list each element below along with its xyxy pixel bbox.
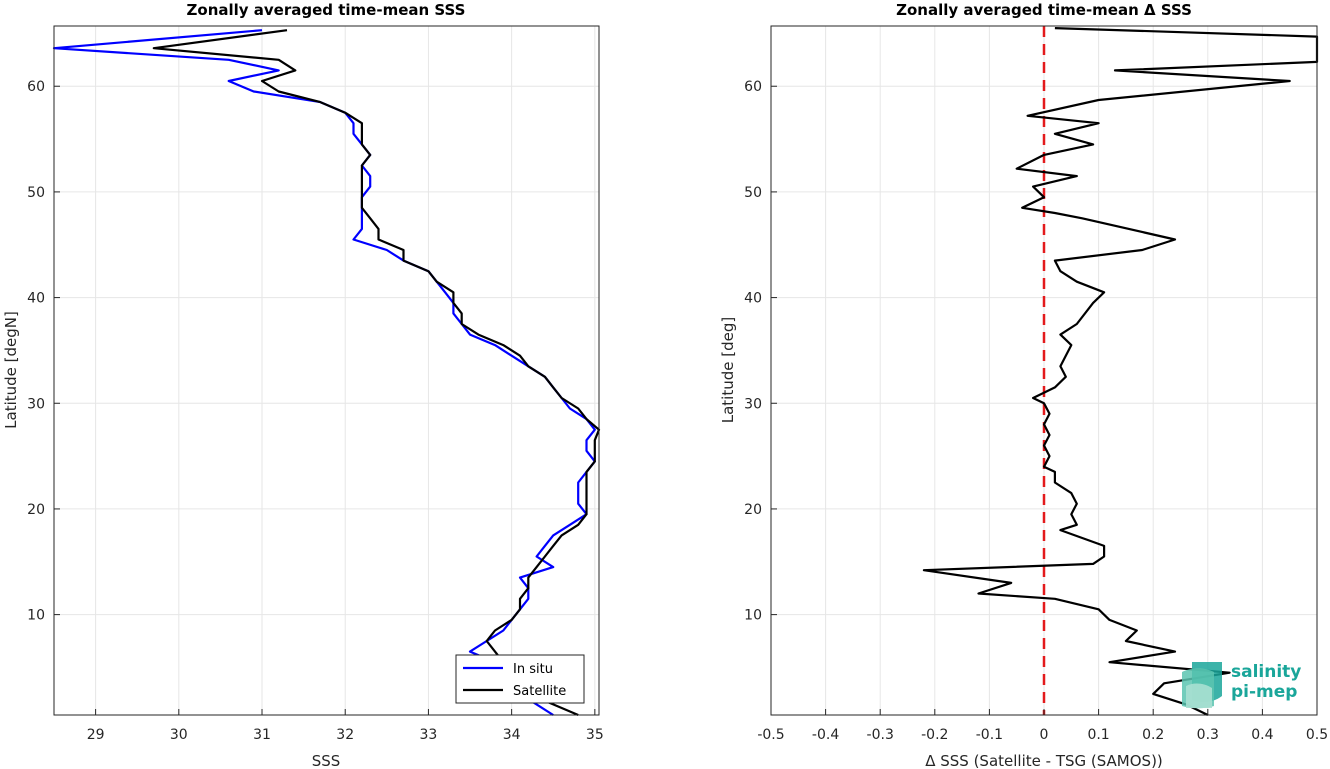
right-y-ticks: 10 20 30 40 50 60 <box>744 79 777 624</box>
x-tick-label: 35 <box>586 727 604 743</box>
x-tick-label: 31 <box>253 727 271 743</box>
left-x-axis-label: SSS <box>312 752 341 769</box>
satellite-series-line <box>152 29 601 717</box>
x-tick-label: 33 <box>420 727 438 743</box>
x-tick-label: 29 <box>87 727 105 743</box>
left-grid <box>54 26 599 715</box>
x-tick-label: 30 <box>170 727 188 743</box>
y-tick-label: 40 <box>27 291 45 307</box>
logo-text-pi-mep: pi-mep <box>1231 682 1297 702</box>
y-tick-label: 30 <box>27 396 45 412</box>
x-tick-label: -0.1 <box>976 727 1003 743</box>
y-tick-label: 40 <box>744 291 762 307</box>
in-situ-series-line <box>52 29 596 716</box>
left-panel: Zonally averaged time-mean SSS 29 30 31 32 3… <box>2 1 604 769</box>
legend-label-in-situ: In situ <box>513 662 553 677</box>
left-y-ticks: 10 20 30 40 50 60 <box>27 79 60 624</box>
y-tick-label: 20 <box>27 502 45 518</box>
right-y-axis-label: Latitude [deg] <box>719 317 737 423</box>
y-tick-label: 50 <box>744 185 762 201</box>
salinity-pi-mep-logo: salinity pi-mep <box>1182 662 1301 709</box>
x-tick-label: -0.3 <box>867 727 894 743</box>
x-tick-label: 32 <box>336 727 354 743</box>
left-chart-title: Zonally averaged time-mean SSS <box>187 1 466 19</box>
left-axes-box <box>53 25 600 716</box>
right-panel: Zonally averaged time-mean Δ SSS -0.5 -0.… <box>719 1 1328 769</box>
y-tick-label: 30 <box>744 396 762 412</box>
y-tick-label: 50 <box>27 185 45 201</box>
x-tick-label: 0.5 <box>1306 727 1328 743</box>
wave-icon <box>1182 662 1222 709</box>
right-chart-title: Zonally averaged time-mean Δ SSS <box>896 1 1192 19</box>
y-tick-label: 20 <box>744 502 762 518</box>
x-tick-label: -0.5 <box>757 727 784 743</box>
y-tick-label: 10 <box>27 608 45 624</box>
legend-label-satellite: Satellite <box>513 684 566 699</box>
legend-box <box>455 654 585 704</box>
right-series <box>922 27 1319 716</box>
left-x-ticks: 29 30 31 32 33 34 35 <box>87 709 604 743</box>
x-tick-label: 0.4 <box>1251 727 1273 743</box>
legend: In situ Satellite <box>455 654 585 704</box>
logo-text-salinity: salinity <box>1231 662 1301 682</box>
x-tick-label: 0 <box>1040 727 1049 743</box>
left-y-axis-label: Latitude [degN] <box>2 311 20 429</box>
delta-sss-series-line <box>922 27 1319 716</box>
x-tick-label: 34 <box>503 727 521 743</box>
x-tick-label: -0.4 <box>812 727 839 743</box>
x-tick-label: 0.2 <box>1142 727 1164 743</box>
y-tick-label: 60 <box>744 79 762 95</box>
x-tick-label: 0.1 <box>1087 727 1109 743</box>
right-x-axis-label: Δ SSS (Satellite - TSG (SAMOS)) <box>925 752 1163 769</box>
y-tick-label: 60 <box>27 79 45 95</box>
left-series <box>52 29 601 717</box>
y-tick-label: 10 <box>744 608 762 624</box>
right-x-ticks: -0.5 -0.4 -0.3 -0.2 -0.1 0 0.1 0.2 0.3 0.4 0.5 <box>757 709 1328 743</box>
x-tick-label: 0.3 <box>1197 727 1219 743</box>
x-tick-label: -0.2 <box>921 727 948 743</box>
